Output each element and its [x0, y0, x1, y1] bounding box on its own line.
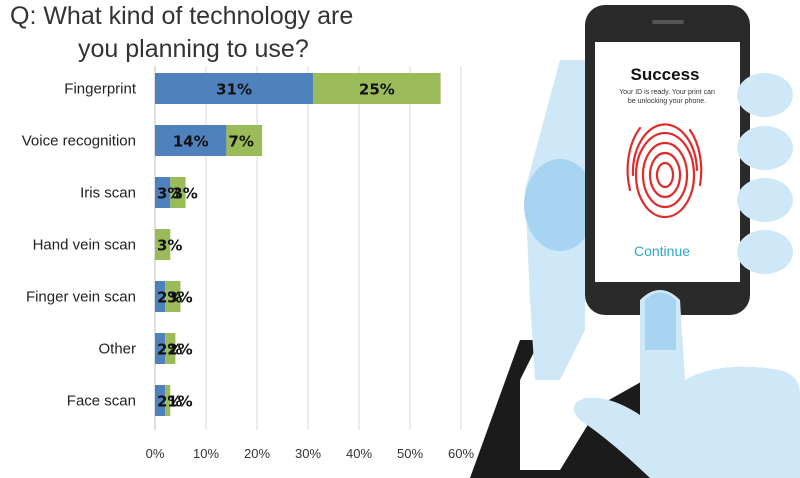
phone-subtitle-line-2: be unlocking your phone. — [628, 98, 706, 105]
data-label: 3% — [157, 185, 182, 203]
x-tick-label: 0% — [146, 446, 165, 461]
finger-3 — [737, 178, 793, 222]
bar-series-2 — [165, 281, 181, 312]
data-label: 2% — [157, 289, 182, 307]
bar-series-1 — [155, 385, 166, 416]
x-tick-label: 50% — [397, 446, 423, 461]
data-label: 14% — [173, 133, 209, 151]
x-tick-label: 20% — [244, 446, 270, 461]
chart-title-line-1: Q: What kind of technology are — [10, 2, 354, 30]
data-label: 31% — [216, 81, 252, 99]
fingerprint-icon — [626, 123, 703, 219]
data-label: 2% — [167, 341, 192, 359]
chart-title-line-2: you planning to use? — [78, 35, 309, 63]
finger-4 — [737, 230, 793, 274]
data-label: 3% — [172, 185, 197, 203]
pointing-hand — [573, 290, 800, 478]
x-tick-label: 60% — [448, 446, 474, 461]
x-tick-label: 10% — [193, 446, 219, 461]
category-label: Hand vein scan — [33, 237, 136, 254]
phone-subtitle-line-1: Your ID is ready. Your print can — [619, 89, 715, 96]
bar-series-2 — [165, 333, 176, 364]
category-label: Face scan — [67, 393, 136, 410]
data-label: 1% — [167, 393, 192, 411]
phone-screen — [595, 42, 740, 282]
category-label: Other — [98, 341, 136, 358]
data-label: 7% — [228, 133, 253, 151]
data-label: 3% — [167, 289, 192, 307]
phone-title: Success — [631, 65, 700, 84]
thumb — [524, 159, 596, 251]
data-label: 2% — [157, 393, 182, 411]
category-label: Iris scan — [80, 185, 136, 202]
phone-speaker — [652, 20, 684, 24]
bar-series-2 — [226, 125, 263, 156]
x-tick-label: 40% — [346, 446, 372, 461]
finger-2 — [737, 126, 793, 170]
bar-series-2 — [165, 385, 171, 416]
bar-series-1 — [155, 281, 166, 312]
data-label: 25% — [359, 81, 395, 99]
pointing-finger — [645, 292, 676, 350]
bar-series-1 — [155, 125, 227, 156]
category-label: Finger vein scan — [26, 289, 136, 306]
continue-button[interactable]: Continue — [634, 243, 690, 259]
data-label: 2% — [157, 341, 182, 359]
bar-series-2 — [155, 229, 171, 260]
category-label: Voice recognition — [22, 133, 136, 150]
chart-title: Q: What kind of technology are you plann… — [10, 0, 480, 66]
bar-series-1 — [155, 333, 166, 364]
finger-1 — [737, 73, 793, 117]
bar-series-1 — [155, 177, 171, 208]
bar-series-2 — [313, 73, 441, 104]
bar-series-2 — [170, 177, 186, 208]
x-tick-label: 30% — [295, 446, 321, 461]
bar-series-1 — [155, 73, 314, 104]
data-label: 3% — [157, 237, 182, 255]
category-label: Fingerprint — [64, 81, 137, 98]
